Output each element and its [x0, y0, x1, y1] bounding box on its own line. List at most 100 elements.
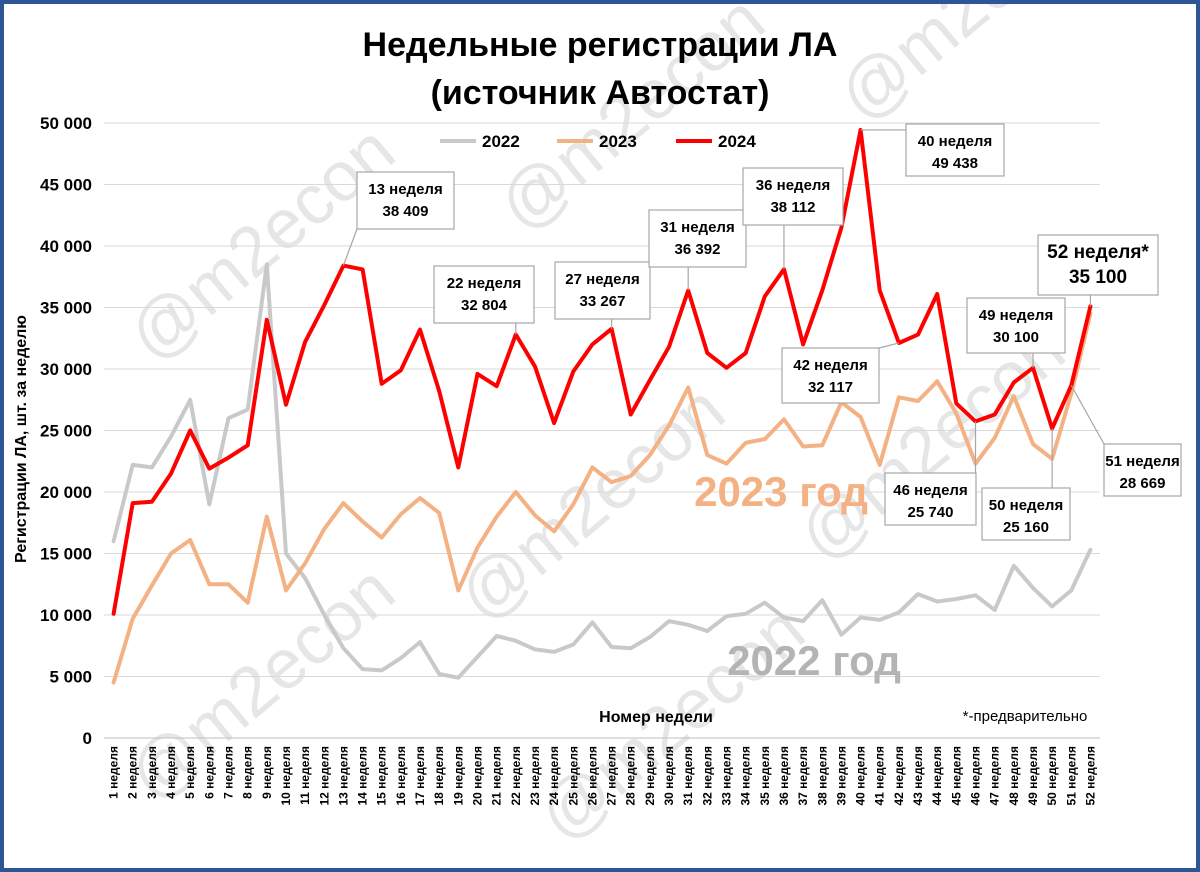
x-tick-label: 33 неделя [720, 746, 734, 806]
watermark-text: @m2econ [824, 4, 1119, 135]
callout-label: 31 неделя [660, 219, 734, 236]
callout-box [1037, 234, 1159, 296]
x-tick-label: 44 неделя [930, 746, 944, 806]
callout-value: 33 267 [580, 293, 626, 310]
callout-box [433, 265, 535, 324]
x-tick-label: 22 неделя [509, 746, 523, 806]
x-tick-label: 50 неделя [1045, 746, 1059, 806]
x-tick-label: 39 неделя [834, 746, 848, 806]
callout-label: 49 неделя [979, 307, 1053, 324]
series-line-2023 [111, 311, 1093, 685]
series-year-labels: 2023 год 2022 год [694, 468, 901, 684]
gridlines [104, 122, 1100, 739]
callout-value: 25 740 [908, 504, 954, 521]
callout-value: 32 804 [461, 297, 508, 314]
chart-title-line1: Недельные регистрации ЛА [363, 26, 838, 64]
x-tick-label: 16 неделя [394, 746, 408, 806]
callout-week-40: 40 неделя 49 438 [860, 123, 1005, 177]
callout-label: 22 неделя [447, 275, 521, 292]
chart-title-line2: (источник Автостат) [431, 74, 770, 112]
x-tick-label: 37 неделя [796, 746, 810, 806]
x-tick-label: 1 неделя [107, 746, 121, 799]
y-tick-label: 15 000 [40, 545, 92, 564]
y-tick-label: 35 000 [40, 299, 92, 318]
x-tick-label: 25 неделя [566, 746, 580, 806]
x-tick-label: 11 неделя [298, 746, 312, 805]
x-tick-label: 32 неделя [700, 746, 714, 806]
x-tick-label: 6 неделя [202, 746, 216, 799]
x-tick-label: 51 неделя [1064, 746, 1078, 806]
series-year-label: 2023 год [694, 468, 868, 515]
x-tick-label: 15 неделя [375, 746, 389, 806]
callout-label: 46 неделя [893, 482, 967, 499]
callout-value: 35 100 [1069, 267, 1127, 288]
x-tick-label: 35 неделя [758, 746, 772, 806]
callout-label: 13 неделя [368, 181, 442, 198]
x-tick-label: 52 неделя [1083, 746, 1097, 806]
line-chart: @m2econ @m2econ@m2econ @m2econ@m2econ @m2ec… [13, 4, 1182, 855]
callout-label: 27 неделя [565, 271, 639, 288]
x-tick-label: 17 неделя [413, 746, 427, 806]
callout-box [356, 171, 455, 230]
callout-value: 36 392 [675, 241, 721, 258]
callout-week-36: 36 неделя 38 112 [742, 167, 844, 270]
callout-label: 52 неделя* [1047, 242, 1149, 263]
callout-box [905, 123, 1005, 177]
x-tick-label: 41 неделя [873, 746, 887, 806]
watermark-text: @m2econ [114, 110, 409, 376]
x-tick-label: 36 неделя [777, 746, 791, 806]
x-tick-label: 7 неделя [222, 746, 236, 799]
y-tick-label: 20 000 [40, 483, 92, 502]
x-tick-label: 38 неделя [815, 746, 829, 806]
callout-week-50: 50 неделя 25 160 [981, 428, 1071, 541]
y-tick-label: 45 000 [40, 176, 92, 195]
x-axis-label: Номер недели [599, 709, 713, 726]
y-tick-label: 5 000 [49, 668, 92, 687]
y-axis-label: Регистрации ЛА, шт. за неделю [13, 315, 30, 563]
y-tick-label: 40 000 [40, 237, 92, 256]
y-tick-label: 30 000 [40, 360, 92, 379]
x-tick-label: 28 неделя [624, 746, 638, 806]
x-tick-label: 31 неделя [681, 746, 695, 806]
series-line-2022 [111, 262, 1093, 680]
callout-label: 36 неделя [756, 177, 830, 194]
callout-leader [342, 228, 358, 266]
x-tick-label: 2 неделя [126, 746, 140, 799]
callout-box [742, 167, 844, 226]
x-tick-label: 34 неделя [739, 746, 753, 806]
callout-box [781, 347, 880, 404]
x-tick-label: 49 неделя [1026, 746, 1040, 806]
callout-week-52: 52 неделя* 35 100 [1037, 234, 1159, 307]
callout-week-49: 49 неделя 30 100 [966, 297, 1066, 368]
x-tick-label: 23 неделя [528, 746, 542, 806]
callout-week-42: 42 неделя 32 117 [781, 342, 900, 404]
x-tick-label: 30 неделя [662, 746, 676, 806]
legend: 2022 2023 2024 [440, 132, 756, 151]
x-tick-label: 27 неделя [605, 746, 619, 806]
callout-box [554, 261, 651, 320]
x-tick-label: 13 неделя [336, 746, 350, 806]
x-tick-label: 9 неделя [260, 746, 274, 799]
series-year-label: 2022 год [727, 637, 901, 684]
legend-label-2022: 2022 [482, 132, 520, 151]
x-tick-label: 46 неделя [969, 746, 983, 806]
x-tick-label: 5 неделя [183, 746, 197, 799]
callout-week-13: 13 неделя 38 409 [342, 171, 455, 266]
callout-box [648, 209, 747, 268]
callout-week-27: 27 неделя 33 267 [554, 261, 651, 329]
x-tick-label: 24 неделя [547, 746, 561, 806]
callout-week-46: 46 неделя 25 740 [884, 421, 977, 526]
callout-value: 49 438 [932, 155, 978, 172]
callout-value: 30 100 [993, 329, 1039, 346]
callout-week-51: 51 неделя 28 669 [1070, 385, 1182, 497]
series-line-2024 [111, 127, 1093, 616]
callout-box [966, 297, 1066, 354]
x-tick-label: 8 неделя [241, 746, 255, 799]
series-lines [111, 127, 1093, 685]
x-axis-ticks: 1 неделя 2 неделя 3 неделя 4 неделя 5 неделя… [107, 746, 1098, 806]
callout-leader [878, 342, 900, 349]
callout-label: 40 неделя [918, 133, 992, 150]
preliminary-note: *-предварительно [963, 708, 1088, 725]
x-tick-label: 18 неделя [432, 746, 446, 806]
x-tick-label: 47 неделя [988, 746, 1002, 806]
